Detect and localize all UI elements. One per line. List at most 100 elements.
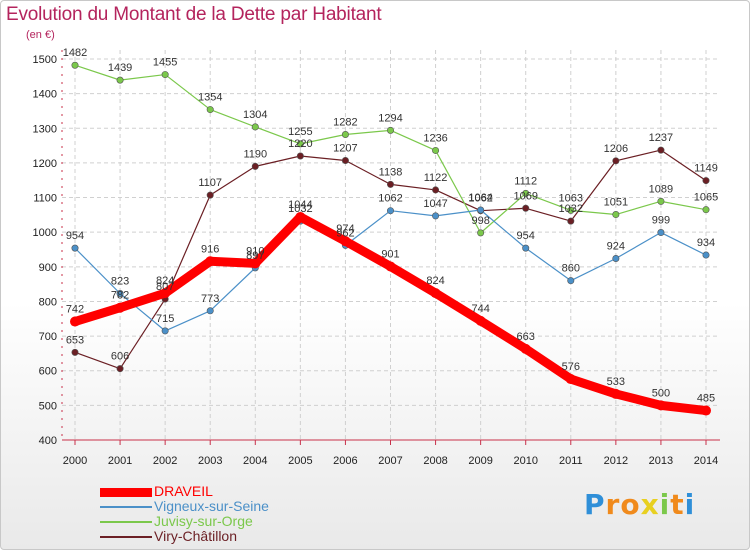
data-point — [612, 255, 620, 263]
data-label: 1107 — [198, 177, 222, 189]
y-tick-label: 1400 — [33, 89, 57, 101]
data-point — [477, 206, 485, 214]
x-tick-label: 2013 — [649, 455, 673, 467]
legend-label: Viry-Châtillon — [154, 528, 237, 544]
data-label: 1062 — [378, 193, 402, 205]
data-label: 782 — [111, 290, 129, 302]
data-point — [160, 288, 171, 299]
data-point — [251, 123, 259, 131]
data-label: 1062 — [468, 193, 492, 205]
x-tick-label: 2010 — [513, 455, 537, 467]
x-tick-labels: 2000 2001 2002 2003 2004 2005 2006 2007 2008 2009… — [63, 455, 718, 467]
data-label: 1112 — [514, 175, 537, 187]
data-label: 606 — [111, 351, 129, 363]
data-label: 1122 — [424, 172, 448, 184]
data-label: 1294 — [378, 112, 402, 124]
x-tick-label: 2009 — [468, 455, 492, 467]
data-label: 1482 — [63, 47, 87, 59]
logo-letter: i — [659, 488, 671, 521]
x-tick-label: 2006 — [333, 455, 357, 467]
y-tick-label: 900 — [39, 262, 57, 274]
data-point — [295, 211, 306, 222]
data-label: 1190 — [243, 148, 267, 160]
data-point — [702, 177, 710, 185]
data-point — [296, 152, 304, 160]
data-point — [250, 258, 261, 269]
data-point — [612, 211, 620, 219]
logo-letter: x — [640, 488, 660, 521]
data-point — [657, 197, 665, 205]
data-point — [612, 157, 620, 165]
data-label: 999 — [652, 215, 670, 227]
data-point — [430, 288, 441, 299]
x-tick-label: 2005 — [288, 455, 312, 467]
x-tick-label: 2003 — [198, 455, 222, 467]
data-label: 1032 — [288, 203, 312, 215]
x-tick-label: 2002 — [153, 455, 177, 467]
data-label: 901 — [381, 248, 399, 260]
data-label: 653 — [66, 334, 84, 346]
data-point — [161, 327, 169, 335]
data-point — [567, 217, 575, 225]
data-point — [341, 156, 349, 164]
legend-swatch — [100, 506, 152, 508]
data-point — [206, 307, 214, 315]
y-tick-label: 1500 — [33, 54, 57, 66]
legend-label: Vigneux-sur-Seine — [154, 498, 269, 514]
data-point — [386, 207, 394, 215]
data-label: 533 — [607, 376, 625, 388]
axes — [61, 50, 720, 445]
series-1 — [71, 206, 710, 335]
data-point — [206, 191, 214, 199]
y-tick-label: 600 — [39, 366, 57, 378]
y-tick-labels: 400 500 600 700 800 900 1000 1100 1200 1300 1400 15… — [33, 54, 57, 447]
data-label: 1439 — [108, 62, 132, 74]
data-point — [340, 236, 351, 247]
data-label: 744 — [471, 303, 489, 315]
data-point — [71, 61, 79, 69]
data-point — [520, 343, 531, 354]
data-label: 485 — [697, 393, 715, 405]
data-label: 934 — [697, 237, 715, 249]
y-tick-label: 1200 — [33, 158, 57, 170]
data-label: 824 — [156, 275, 174, 287]
data-point — [116, 365, 124, 373]
data-label: 910 — [246, 245, 264, 257]
data-label: 1051 — [604, 197, 628, 209]
data-point — [522, 189, 530, 197]
data-point — [116, 289, 124, 297]
data-label: 1065 — [694, 192, 718, 204]
proxiti-logo: Proxiti — [584, 488, 695, 521]
data-point — [71, 244, 79, 252]
data-label: 1237 — [649, 132, 673, 144]
data-label: 1354 — [198, 92, 222, 104]
series-0 — [70, 211, 711, 416]
data-point — [522, 204, 530, 212]
data-point — [475, 315, 486, 326]
series-layer — [70, 61, 711, 416]
data-label: 1236 — [423, 132, 447, 144]
y-tick-label: 800 — [39, 296, 57, 308]
data-point — [432, 212, 440, 220]
x-tick-label: 2014 — [694, 455, 718, 467]
y-tick-label: 500 — [39, 400, 57, 412]
data-label: 1282 — [333, 117, 357, 129]
data-point — [386, 180, 394, 188]
x-tick-label: 2011 — [559, 455, 583, 467]
data-label: 807 — [156, 281, 174, 293]
legend-swatch — [100, 487, 152, 497]
data-point — [567, 277, 575, 285]
x-tick-label: 2000 — [63, 455, 87, 467]
data-point — [702, 251, 710, 259]
data-label: 576 — [562, 361, 580, 373]
data-point — [432, 186, 440, 194]
data-point — [386, 126, 394, 134]
data-point — [205, 256, 216, 267]
series-2 — [71, 61, 710, 237]
x-tick-label: 2007 — [378, 455, 402, 467]
data-label: 773 — [201, 293, 219, 305]
x-tick-label: 2012 — [604, 455, 628, 467]
legend-swatch — [100, 536, 152, 538]
